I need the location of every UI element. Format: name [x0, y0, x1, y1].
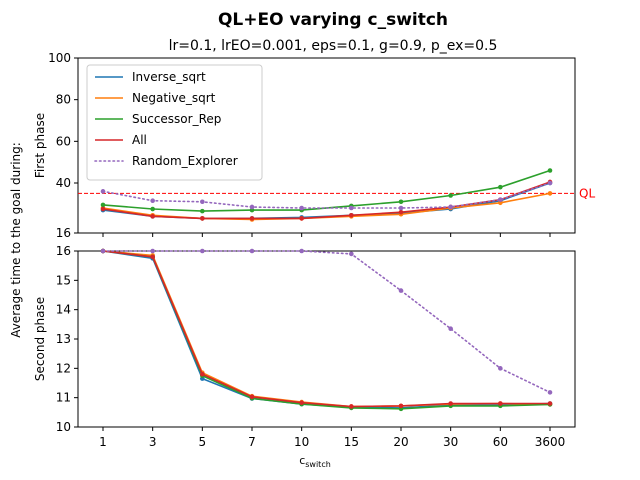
axes-frame: [77, 57, 576, 234]
data-point-all: [547, 401, 553, 406]
data-point-all: [150, 254, 155, 260]
series-line-all: [102, 250, 550, 408]
data-point-all: [398, 209, 404, 215]
series-line-random-explorer: [102, 250, 551, 394]
y-tick-label: 80: [56, 93, 71, 107]
x-tick-label: 15: [344, 435, 359, 449]
x-axis-label: cswitch: [299, 454, 331, 469]
data-point-all: [299, 400, 304, 405]
data-point-all: [200, 371, 205, 377]
panel-ylabel: Second phase: [33, 297, 47, 381]
data-point-all: [349, 212, 354, 218]
y-tick-label: 60: [56, 134, 71, 148]
legend-box: [86, 64, 263, 181]
data-point-all: [299, 216, 304, 221]
legend: Inverse_sqrt Negative_sqrt Successor_Rep Al…: [86, 64, 263, 181]
data-point-successor-rep: [150, 206, 155, 212]
x-tick-label: 7: [248, 435, 256, 449]
series-line-random-explorer: [102, 182, 551, 209]
data-point-successor-rep: [498, 184, 503, 190]
x-tick-label: 30: [443, 435, 458, 449]
data-point-negative-sqrt: [547, 191, 553, 196]
data-point-random-explorer: [299, 248, 304, 254]
y-tick-label: 40: [56, 176, 71, 190]
data-point-random-explorer: [547, 390, 553, 395]
figure-title: QL+EO varying c_switch: [218, 10, 448, 30]
data-point-random-explorer: [349, 205, 354, 211]
data-point-successor-rep: [100, 202, 106, 208]
y-tick-label: 100: [48, 51, 71, 65]
x-tick-label: 20: [393, 435, 408, 449]
x-tick-label: 60: [493, 435, 508, 449]
data-point-random-explorer: [150, 198, 155, 204]
data-point-random-explorer: [547, 180, 553, 186]
data-point-successor-rep: [448, 193, 453, 198]
data-point-random-explorer: [299, 205, 304, 211]
legend-label-inverse-sqrt: Inverse_sqrt: [132, 70, 206, 84]
y-tick-label: 13: [56, 332, 71, 346]
y-tick-label: 15: [56, 273, 71, 287]
x-tick-label: 10: [294, 435, 309, 449]
legend-label-random-explorer: Random_Explorer: [132, 154, 238, 168]
x-tick-label: 3600: [535, 435, 566, 449]
data-point-all: [249, 394, 255, 400]
x-tick-label: 1: [99, 435, 107, 449]
legend-label-successor-rep: Successor_Rep: [132, 112, 221, 126]
x-tick-label: 5: [199, 435, 207, 449]
data-point-all: [100, 206, 106, 212]
data-point-random-explorer: [150, 248, 155, 254]
y-tick-label: 12: [56, 361, 71, 375]
data-point-random-explorer: [200, 199, 205, 205]
data-point-random-explorer: [398, 205, 404, 211]
data-point-random-explorer: [448, 204, 453, 210]
data-point-random-explorer: [398, 288, 404, 293]
data-point-random-explorer: [349, 251, 354, 257]
data-point-all: [150, 214, 155, 219]
data-point-all: [200, 216, 205, 221]
shared-ylabel: Average time to the goal during:: [9, 142, 23, 338]
data-point-random-explorer: [448, 326, 453, 332]
data-point-random-explorer: [498, 197, 503, 202]
data-point-random-explorer: [100, 189, 106, 194]
figure-subtitle: lr=0.1, lrEO=0.001, eps=0.1, g=0.9, p_ex…: [169, 38, 498, 54]
data-point-all: [498, 401, 503, 406]
data-point-random-explorer: [249, 248, 255, 254]
y-tick-label: 16: [56, 244, 71, 258]
data-point-successor-rep: [547, 168, 553, 173]
data-point-successor-rep: [200, 208, 205, 214]
data-point-successor-rep: [398, 199, 404, 205]
y-tick-label: 10: [56, 420, 71, 434]
x-tick-label: 3: [149, 435, 157, 449]
legend-label-negative-sqrt: Negative_sqrt: [132, 91, 216, 105]
data-point-random-explorer: [200, 248, 205, 254]
y-tick-label: 14: [56, 303, 71, 317]
data-point-all: [448, 401, 453, 406]
first-phase-panel: 16 40 60 80 100 First phase QL: [33, 51, 595, 240]
data-point-all: [349, 404, 354, 409]
legend-label-all: All: [132, 133, 147, 147]
reference-line-label: QL: [579, 186, 595, 200]
panel-ylabel: First phase: [33, 113, 47, 178]
y-tick-label: 16: [56, 226, 71, 240]
data-point-all: [249, 216, 255, 221]
y-tick-label: 11: [56, 391, 71, 405]
data-point-random-explorer: [498, 366, 503, 371]
data-point-random-explorer: [249, 204, 255, 210]
data-point-random-explorer: [100, 248, 106, 254]
data-point-all: [398, 403, 404, 409]
